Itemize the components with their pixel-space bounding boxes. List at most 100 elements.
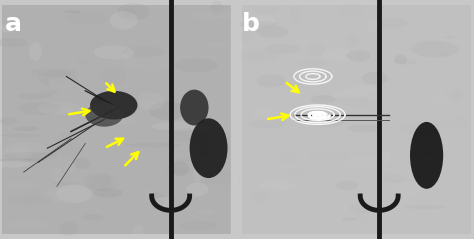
FancyBboxPatch shape — [2, 5, 231, 234]
Ellipse shape — [94, 45, 134, 60]
Ellipse shape — [100, 67, 126, 85]
Ellipse shape — [51, 167, 62, 181]
Ellipse shape — [352, 116, 377, 129]
Ellipse shape — [110, 11, 137, 30]
Ellipse shape — [196, 210, 215, 213]
Ellipse shape — [117, 3, 150, 21]
Text: b: b — [242, 12, 260, 36]
Ellipse shape — [128, 55, 175, 71]
Ellipse shape — [90, 91, 137, 120]
Ellipse shape — [0, 147, 32, 161]
Ellipse shape — [49, 77, 73, 88]
Ellipse shape — [0, 159, 45, 162]
Ellipse shape — [102, 77, 132, 92]
Ellipse shape — [362, 72, 388, 85]
Ellipse shape — [163, 169, 193, 173]
Ellipse shape — [178, 158, 196, 161]
Ellipse shape — [103, 119, 117, 123]
Ellipse shape — [307, 151, 351, 162]
Ellipse shape — [169, 128, 214, 143]
Ellipse shape — [124, 50, 135, 69]
Ellipse shape — [82, 214, 103, 221]
Ellipse shape — [393, 59, 417, 65]
Ellipse shape — [335, 181, 359, 190]
Ellipse shape — [417, 39, 444, 48]
Ellipse shape — [29, 68, 77, 76]
Ellipse shape — [290, 7, 300, 24]
Ellipse shape — [0, 181, 41, 189]
Ellipse shape — [175, 58, 217, 72]
Ellipse shape — [414, 153, 437, 156]
Ellipse shape — [73, 158, 90, 169]
Ellipse shape — [59, 222, 78, 236]
Ellipse shape — [65, 162, 76, 174]
Ellipse shape — [253, 193, 267, 205]
Ellipse shape — [237, 50, 277, 63]
Ellipse shape — [194, 120, 244, 134]
Text: a: a — [5, 12, 22, 36]
Ellipse shape — [98, 99, 131, 105]
Ellipse shape — [339, 4, 363, 17]
Ellipse shape — [18, 93, 53, 99]
Ellipse shape — [193, 157, 208, 163]
Ellipse shape — [336, 90, 356, 95]
Ellipse shape — [251, 106, 276, 122]
Ellipse shape — [29, 107, 72, 113]
Ellipse shape — [51, 182, 78, 185]
Ellipse shape — [14, 126, 39, 131]
Ellipse shape — [392, 184, 423, 198]
Ellipse shape — [389, 172, 411, 180]
Ellipse shape — [56, 185, 92, 203]
Ellipse shape — [186, 182, 209, 196]
Ellipse shape — [64, 11, 82, 13]
Ellipse shape — [265, 44, 300, 54]
Ellipse shape — [346, 102, 388, 110]
Ellipse shape — [234, 21, 278, 27]
Ellipse shape — [90, 174, 119, 191]
Ellipse shape — [1, 134, 44, 137]
Ellipse shape — [346, 34, 359, 48]
Ellipse shape — [342, 217, 356, 221]
Ellipse shape — [256, 26, 289, 38]
Ellipse shape — [171, 161, 189, 176]
Ellipse shape — [452, 94, 471, 98]
Ellipse shape — [253, 6, 277, 14]
Ellipse shape — [330, 94, 369, 98]
Ellipse shape — [285, 169, 308, 175]
Ellipse shape — [449, 115, 471, 127]
Ellipse shape — [178, 55, 218, 59]
Ellipse shape — [93, 188, 123, 197]
Ellipse shape — [149, 101, 186, 120]
Ellipse shape — [180, 90, 209, 125]
Ellipse shape — [193, 164, 203, 182]
Ellipse shape — [190, 118, 228, 178]
Ellipse shape — [343, 86, 378, 95]
Ellipse shape — [38, 70, 76, 87]
Ellipse shape — [41, 188, 95, 204]
Ellipse shape — [4, 152, 58, 160]
Ellipse shape — [321, 49, 355, 63]
FancyBboxPatch shape — [242, 5, 471, 234]
Ellipse shape — [199, 140, 210, 158]
Ellipse shape — [83, 173, 112, 190]
Ellipse shape — [107, 117, 135, 124]
Ellipse shape — [307, 44, 326, 56]
Ellipse shape — [308, 58, 352, 74]
Ellipse shape — [346, 50, 371, 61]
Ellipse shape — [377, 18, 408, 28]
Ellipse shape — [410, 122, 443, 189]
Ellipse shape — [64, 12, 109, 24]
Ellipse shape — [123, 8, 136, 15]
Ellipse shape — [311, 95, 335, 104]
Ellipse shape — [207, 42, 226, 48]
Ellipse shape — [59, 131, 80, 144]
Ellipse shape — [444, 36, 456, 39]
Ellipse shape — [400, 122, 441, 135]
Ellipse shape — [133, 225, 144, 236]
Ellipse shape — [352, 218, 374, 222]
Ellipse shape — [311, 119, 344, 127]
Ellipse shape — [128, 143, 182, 147]
Ellipse shape — [434, 51, 449, 58]
Ellipse shape — [0, 117, 18, 125]
Ellipse shape — [211, 1, 223, 16]
